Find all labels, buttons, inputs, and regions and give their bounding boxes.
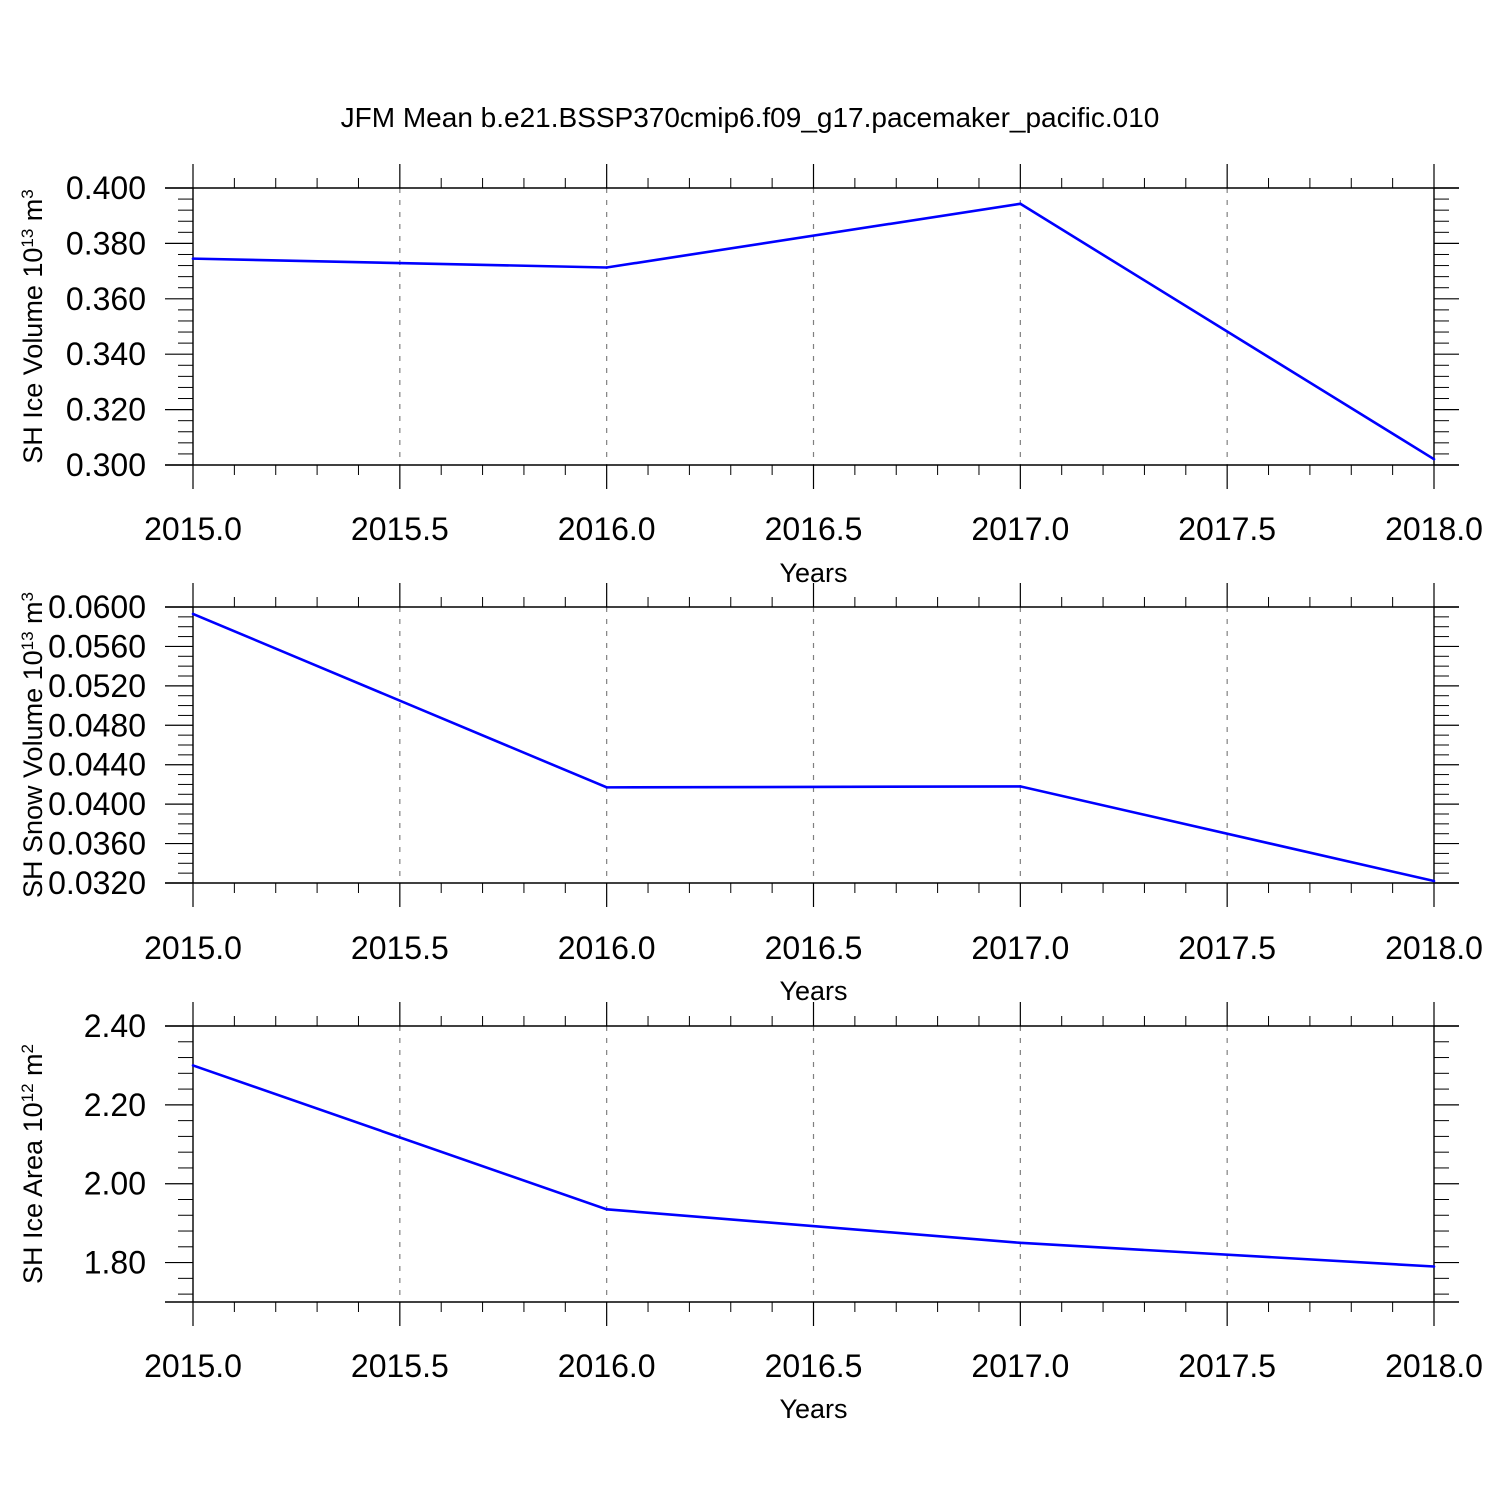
- y-axis-title-unit: m: [18, 601, 48, 631]
- x-tick-label: 2016.5: [765, 930, 863, 966]
- y-axis-title: SH Ice Volume 1013 m3: [18, 189, 49, 464]
- x-tick-label: 2015.5: [351, 1348, 449, 1384]
- x-tick-label: 2016.0: [558, 930, 656, 966]
- chart-title: JFM Mean b.e21.BSSP370cmip6.f09_g17.pace…: [341, 102, 1160, 133]
- x-tick-label: 2016.5: [765, 1348, 863, 1384]
- x-tick-label: 2015.0: [144, 930, 242, 966]
- y-axis-title-exp2: 2: [18, 1044, 37, 1053]
- x-tick-label: 2015.5: [351, 511, 449, 547]
- panels: 0.300 0.320 0.340 0.360 0.380 0.400 2015.0 2015…: [18, 164, 1483, 1424]
- data-point: [605, 1208, 608, 1211]
- x-tick-label: 2017.0: [971, 930, 1069, 966]
- data-point: [191, 257, 195, 260]
- y-axis-title-base: SH Ice Area 10: [18, 1102, 48, 1284]
- data-point: [1432, 1265, 1436, 1268]
- series-line: [192, 612, 1435, 883]
- data-point: [1019, 202, 1022, 206]
- y-axis-title-exp1: 13: [18, 631, 37, 650]
- y-tick-label: 0.0480: [48, 707, 146, 743]
- y-axis-title-unit: m: [18, 1053, 48, 1083]
- x-axis-title: Years: [779, 976, 847, 1006]
- x-tick-label: 2016.0: [558, 511, 656, 547]
- panel-1: 0.300 0.320 0.340 0.360 0.380 0.400 2015.0 2015…: [18, 164, 1483, 588]
- x-tick-label: 2015.0: [144, 1348, 242, 1384]
- data-point: [605, 266, 608, 269]
- x-tick-label: 2018.0: [1385, 930, 1483, 966]
- x-tick-label: 2016.0: [558, 1348, 656, 1384]
- y-axis-title-base: SH Snow Volume 10: [18, 650, 48, 898]
- data-point: [1019, 785, 1022, 788]
- x-tick-label: 2017.0: [971, 511, 1069, 547]
- y-tick-label: 0.0320: [48, 865, 146, 901]
- x-tick-label: 2015.0: [144, 511, 242, 547]
- y-tick-label: 0.0360: [48, 826, 146, 862]
- y-axis-title-base: SH Ice Volume 10: [18, 248, 48, 464]
- y-tick-label: 0.320: [66, 392, 146, 428]
- y-tick-label: 2.40: [84, 1008, 146, 1044]
- y-axis-title-exp2: 3: [18, 189, 37, 198]
- panel-3: 1.80 2.00 2.20 2.40 2015.0 2015.5 2016.0 2016.5…: [18, 1002, 1483, 1424]
- y-tick-label: 0.0440: [48, 747, 146, 783]
- y-axis-title: SH Ice Area 1012 m2: [18, 1044, 49, 1284]
- y-tick-label: 2.20: [84, 1087, 146, 1123]
- x-tick-label: 2015.5: [351, 930, 449, 966]
- y-axis-title-unit: m: [18, 199, 48, 229]
- data-point: [191, 1064, 195, 1067]
- x-tick-label: 2018.0: [1385, 1348, 1483, 1384]
- y-tick-label: 1.80: [84, 1245, 146, 1281]
- y-tick-label: 0.380: [66, 225, 146, 261]
- x-tick-label: 2018.0: [1385, 511, 1483, 547]
- x-tick-label: 2017.5: [1178, 1348, 1276, 1384]
- y-tick-label: 0.0600: [48, 589, 146, 625]
- x-tick-label: 2017.5: [1178, 930, 1276, 966]
- x-tick-label: 2017.5: [1178, 511, 1276, 547]
- data-point: [191, 612, 195, 616]
- series-line: [192, 1064, 1435, 1268]
- data-point: [1432, 879, 1436, 883]
- y-tick-label: 0.300: [66, 447, 146, 483]
- y-axis-title-exp1: 13: [18, 229, 37, 248]
- y-axis-title-exp2: 3: [18, 592, 37, 601]
- y-tick-label: 0.0520: [48, 668, 146, 704]
- data-point: [1432, 457, 1436, 461]
- x-tick-label: 2017.0: [971, 1348, 1069, 1384]
- y-tick-label: 0.0400: [48, 786, 146, 822]
- y-tick-label: 0.360: [66, 281, 146, 317]
- y-axis-title: SH Snow Volume 1013 m3: [18, 592, 49, 898]
- y-tick-label: 2.00: [84, 1166, 146, 1202]
- data-point: [605, 786, 608, 789]
- y-tick-label: 0.400: [66, 170, 146, 206]
- y-tick-label: 0.0560: [48, 628, 146, 664]
- x-axis-title: Years: [779, 1394, 847, 1424]
- series-line: [192, 202, 1435, 461]
- y-axis-title-exp1: 12: [18, 1083, 37, 1102]
- data-point: [1019, 1241, 1022, 1245]
- x-tick-label: 2016.5: [765, 511, 863, 547]
- y-tick-label: 0.340: [66, 336, 146, 372]
